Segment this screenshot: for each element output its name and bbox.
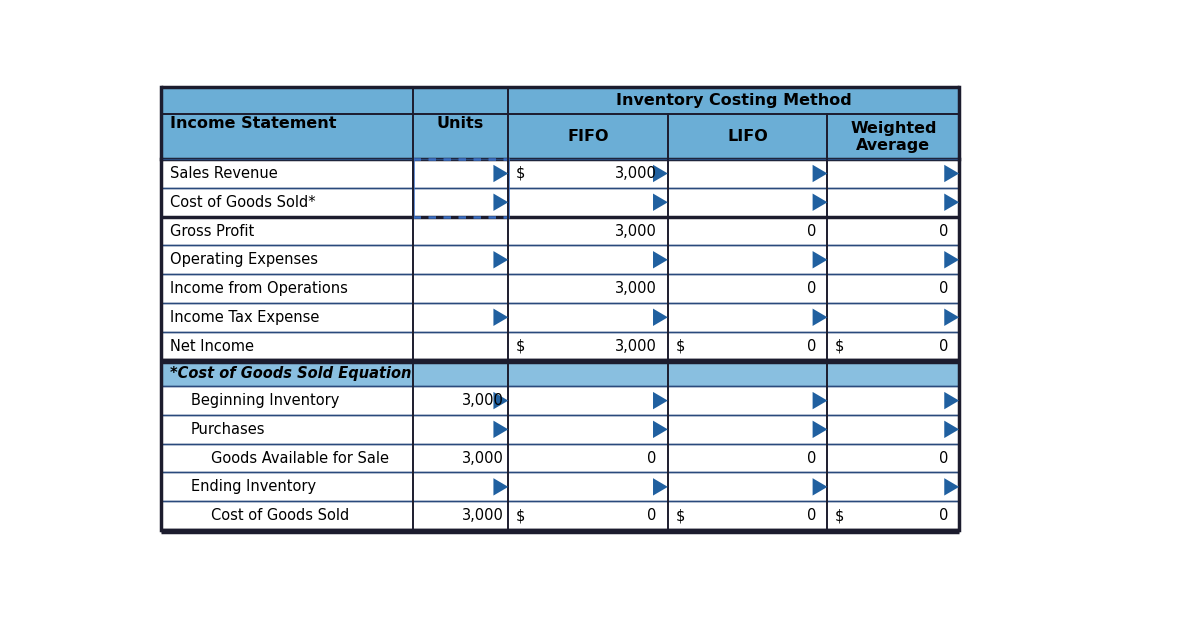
Polygon shape bbox=[944, 421, 959, 438]
Polygon shape bbox=[653, 194, 668, 211]
Bar bbox=[161, 274, 959, 303]
Bar bbox=[161, 501, 959, 530]
Text: 0: 0 bbox=[647, 451, 656, 466]
Text: 0: 0 bbox=[938, 223, 948, 238]
Polygon shape bbox=[493, 478, 509, 496]
Text: Goods Available for Sale: Goods Available for Sale bbox=[211, 451, 389, 466]
Text: 0: 0 bbox=[938, 339, 948, 354]
Bar bbox=[161, 303, 959, 332]
Text: Cost of Goods Sold: Cost of Goods Sold bbox=[211, 508, 349, 523]
Text: Income Tax Expense: Income Tax Expense bbox=[170, 310, 320, 325]
Polygon shape bbox=[493, 421, 509, 438]
Text: Sales Revenue: Sales Revenue bbox=[170, 166, 278, 181]
Text: 3,000: 3,000 bbox=[614, 166, 656, 181]
Polygon shape bbox=[493, 251, 509, 269]
Text: $: $ bbox=[676, 508, 685, 523]
Text: $: $ bbox=[835, 508, 845, 523]
Text: Inventory Costing Method: Inventory Costing Method bbox=[616, 93, 852, 108]
Text: $: $ bbox=[516, 166, 526, 181]
Text: 3,000: 3,000 bbox=[614, 281, 656, 296]
Text: $: $ bbox=[835, 339, 845, 354]
Polygon shape bbox=[653, 251, 668, 269]
Text: 0: 0 bbox=[938, 451, 948, 466]
Bar bbox=[161, 444, 959, 473]
Polygon shape bbox=[653, 165, 668, 182]
Text: $: $ bbox=[516, 508, 526, 523]
Text: Ending Inventory: Ending Inventory bbox=[191, 479, 316, 495]
Polygon shape bbox=[653, 478, 668, 496]
Polygon shape bbox=[944, 308, 959, 326]
Bar bbox=[161, 216, 959, 245]
Text: Purchases: Purchases bbox=[191, 422, 265, 437]
Polygon shape bbox=[493, 392, 509, 410]
Bar bbox=[161, 415, 959, 444]
Text: Gross Profit: Gross Profit bbox=[170, 223, 254, 238]
Text: Units: Units bbox=[437, 116, 484, 131]
Text: 0: 0 bbox=[938, 508, 948, 523]
Text: Beginning Inventory: Beginning Inventory bbox=[191, 393, 340, 408]
Polygon shape bbox=[653, 421, 668, 438]
Polygon shape bbox=[944, 478, 959, 496]
Text: 3,000: 3,000 bbox=[462, 508, 504, 523]
Polygon shape bbox=[812, 478, 828, 496]
Polygon shape bbox=[812, 308, 828, 326]
Polygon shape bbox=[944, 251, 959, 269]
Bar bbox=[161, 115, 959, 159]
Bar bbox=[161, 473, 959, 501]
Text: Net Income: Net Income bbox=[170, 339, 254, 354]
Bar bbox=[161, 361, 959, 386]
Text: *Cost of Goods Sold Equation: *Cost of Goods Sold Equation bbox=[170, 366, 412, 381]
Bar bbox=[161, 332, 959, 361]
Text: Operating Expenses: Operating Expenses bbox=[170, 252, 318, 267]
Text: 0: 0 bbox=[806, 339, 816, 354]
Polygon shape bbox=[944, 165, 959, 182]
Text: 0: 0 bbox=[806, 281, 816, 296]
Polygon shape bbox=[944, 392, 959, 410]
Text: $: $ bbox=[676, 339, 685, 354]
Text: 3,000: 3,000 bbox=[614, 339, 656, 354]
Polygon shape bbox=[653, 308, 668, 326]
Polygon shape bbox=[493, 308, 509, 326]
Text: 0: 0 bbox=[806, 508, 816, 523]
Text: 0: 0 bbox=[938, 281, 948, 296]
Text: Income Statement: Income Statement bbox=[170, 116, 337, 131]
Polygon shape bbox=[653, 392, 668, 410]
Polygon shape bbox=[812, 392, 828, 410]
Text: 0: 0 bbox=[806, 451, 816, 466]
Text: FIFO: FIFO bbox=[568, 129, 608, 144]
Text: LIFO: LIFO bbox=[727, 129, 768, 144]
Polygon shape bbox=[812, 421, 828, 438]
Bar bbox=[161, 159, 959, 188]
Bar bbox=[161, 245, 959, 274]
Polygon shape bbox=[493, 194, 509, 211]
Polygon shape bbox=[812, 251, 828, 269]
Text: Weighted
Average: Weighted Average bbox=[850, 120, 936, 153]
Bar bbox=[161, 386, 959, 415]
Bar bbox=[161, 188, 959, 216]
Polygon shape bbox=[493, 165, 509, 182]
Polygon shape bbox=[812, 194, 828, 211]
Text: 3,000: 3,000 bbox=[614, 223, 656, 238]
Text: Income from Operations: Income from Operations bbox=[170, 281, 348, 296]
Polygon shape bbox=[944, 194, 959, 211]
Polygon shape bbox=[812, 165, 828, 182]
Bar bbox=[161, 87, 959, 115]
Text: $: $ bbox=[516, 339, 526, 354]
Text: 3,000: 3,000 bbox=[462, 451, 504, 466]
Text: Cost of Goods Sold*: Cost of Goods Sold* bbox=[170, 194, 316, 210]
Text: 3,000: 3,000 bbox=[462, 393, 504, 408]
Text: 0: 0 bbox=[647, 508, 656, 523]
Text: 0: 0 bbox=[806, 223, 816, 238]
